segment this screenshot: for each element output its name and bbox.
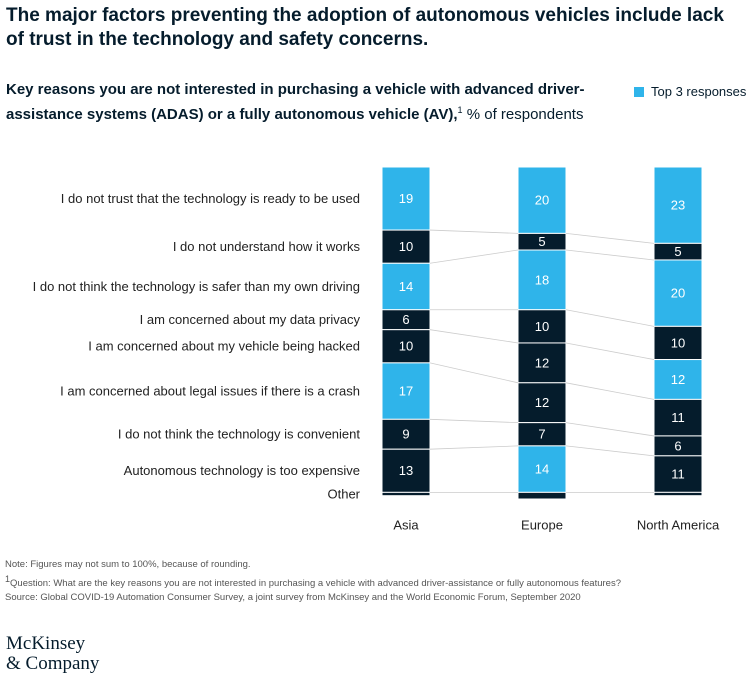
value-label: 11 bbox=[671, 410, 685, 425]
bar-segment bbox=[653, 166, 703, 244]
value-label: 12 bbox=[535, 395, 549, 410]
connector-line bbox=[429, 249, 519, 264]
bar-segment bbox=[381, 418, 431, 450]
legend-label: Top 3 responses bbox=[651, 84, 747, 99]
bar-segment bbox=[517, 382, 567, 424]
value-label: 20 bbox=[535, 193, 549, 208]
value-label: 5 bbox=[538, 234, 545, 249]
value-label: 14 bbox=[535, 462, 549, 477]
legend: Top 3 responses bbox=[634, 84, 746, 99]
bar-segment bbox=[517, 445, 567, 493]
note: Note: Figures may not sum to 100%, becau… bbox=[5, 559, 251, 570]
value-label: 23 bbox=[671, 198, 685, 213]
x-tick-label: Asia bbox=[393, 517, 419, 532]
row-label: I do not think the technology is conveni… bbox=[118, 427, 360, 442]
bar-segment bbox=[381, 491, 431, 497]
chart-subtitle: Key reasons you are not interested in pu… bbox=[6, 80, 606, 125]
bar-segment bbox=[517, 166, 567, 234]
row-label: Other bbox=[327, 486, 360, 501]
value-label: 13 bbox=[399, 463, 413, 478]
value-label: 10 bbox=[671, 335, 685, 350]
footnote-marker: 1 bbox=[457, 105, 463, 115]
connector-line bbox=[429, 229, 519, 234]
logo: McKinsey & Company bbox=[6, 634, 99, 674]
value-label: 14 bbox=[399, 279, 413, 294]
value-label: 10 bbox=[399, 239, 413, 254]
row-label: I am concerned about my data privacy bbox=[140, 312, 361, 327]
notes: Note: Figures may not sum to 100%, becau… bbox=[5, 558, 745, 605]
value-label: 11 bbox=[671, 467, 685, 482]
row-label: I do not trust that the technology is re… bbox=[61, 191, 360, 206]
question-text: Question: What are the key reasons you a… bbox=[10, 578, 621, 590]
value-label: 9 bbox=[402, 427, 409, 442]
connector-line bbox=[429, 418, 519, 424]
subtitle-text: Key reasons you are not interested in pu… bbox=[6, 81, 585, 123]
bar-segment bbox=[381, 229, 431, 264]
bar-segment bbox=[517, 491, 567, 500]
value-label: 12 bbox=[671, 372, 685, 387]
bar-segment bbox=[653, 359, 703, 400]
value-label: 6 bbox=[402, 312, 409, 327]
connector-line bbox=[565, 342, 655, 360]
value-label: 12 bbox=[535, 355, 549, 370]
value-label: 6 bbox=[674, 438, 681, 453]
row-label: I am concerned about legal issues if the… bbox=[60, 384, 360, 399]
unit: % of respondents bbox=[466, 106, 584, 123]
chart-title: The major factors preventing the adoptio… bbox=[6, 5, 724, 50]
value-label: 20 bbox=[671, 286, 685, 301]
connector-line bbox=[565, 249, 655, 261]
value-label: 5 bbox=[674, 244, 681, 259]
x-tick-label: North America bbox=[637, 517, 720, 532]
bar-segment bbox=[381, 362, 431, 420]
question-note: 1Question: What are the key reasons you … bbox=[5, 572, 745, 591]
source: Source: Global COVID-19 Automation Consu… bbox=[5, 592, 581, 604]
bar-segment bbox=[381, 262, 431, 311]
value-label: 18 bbox=[535, 272, 549, 287]
connector-line bbox=[565, 309, 655, 327]
connector-line bbox=[429, 329, 519, 344]
bar-segment bbox=[381, 448, 431, 493]
legend-swatch bbox=[634, 87, 644, 97]
row-label: I do not think the technology is safer t… bbox=[33, 279, 360, 294]
chart: 19 I do not trust that the technology is … bbox=[33, 166, 720, 532]
value-label: 17 bbox=[399, 384, 413, 399]
bar-segment bbox=[381, 166, 431, 231]
connector-line bbox=[565, 445, 655, 457]
logo-line: & Company bbox=[6, 653, 100, 674]
logo-line: McKinsey bbox=[6, 633, 86, 654]
bar-segment bbox=[381, 329, 431, 364]
connector-line bbox=[565, 422, 655, 437]
bar-segment bbox=[517, 249, 567, 311]
bar-segment bbox=[653, 455, 703, 493]
connector-line bbox=[429, 445, 519, 450]
row-label: I am concerned about my vehicle being ha… bbox=[88, 339, 360, 354]
footnote-marker: 1 bbox=[5, 574, 11, 584]
value-label: 19 bbox=[399, 191, 413, 206]
value-label: 10 bbox=[399, 339, 413, 354]
connector-line bbox=[565, 382, 655, 400]
value-label: 7 bbox=[538, 427, 545, 442]
x-tick-label: Europe bbox=[521, 517, 563, 532]
connector-line bbox=[429, 362, 519, 384]
row-label: Autonomous technology is too expensive bbox=[124, 463, 360, 478]
bar-segment bbox=[653, 491, 703, 497]
row-label: I do not understand how it works bbox=[173, 239, 361, 254]
connector-line bbox=[565, 233, 655, 244]
value-label: 10 bbox=[535, 319, 549, 334]
